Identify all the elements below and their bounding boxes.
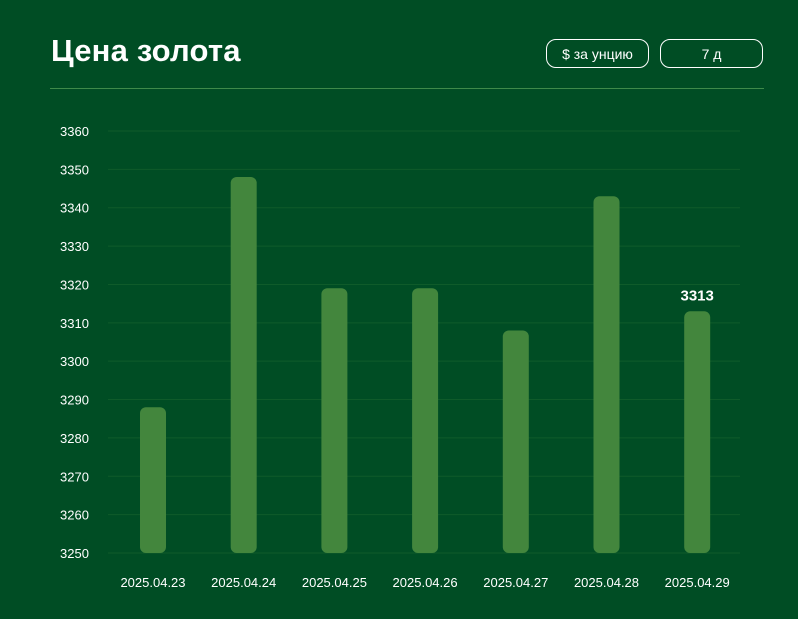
bar (502, 330, 529, 553)
bar (412, 288, 439, 553)
x-tick-label: 2025.04.27 (483, 575, 548, 590)
y-tick-label: 3280 (60, 431, 89, 446)
y-tick-label: 3320 (60, 277, 89, 292)
unit-button[interactable]: $ за унцию (546, 39, 649, 68)
y-tick-label: 3330 (60, 239, 89, 254)
bar (230, 177, 257, 553)
x-tick-label: 2025.04.28 (574, 575, 639, 590)
bar (593, 196, 620, 553)
x-tick-label: 2025.04.24 (211, 575, 276, 590)
y-tick-label: 3360 (60, 124, 89, 139)
bar (140, 407, 166, 553)
x-tick-label: 2025.04.26 (393, 575, 458, 590)
y-tick-label: 3350 (60, 162, 89, 177)
bar (321, 288, 348, 553)
y-tick-label: 3250 (60, 546, 89, 561)
y-tick-label: 3310 (60, 316, 89, 331)
range-button[interactable]: 7 д (660, 39, 763, 68)
y-tick-label: 3260 (60, 508, 89, 523)
x-tick-label: 2025.04.29 (665, 575, 730, 590)
x-tick-label: 2025.04.25 (302, 575, 367, 590)
y-tick-label: 3270 (60, 469, 89, 484)
y-tick-label: 3300 (60, 354, 89, 369)
page-title: Цена золота (51, 33, 241, 68)
value-label: 3313 (681, 287, 714, 304)
x-tick-label: 2025.04.23 (120, 575, 185, 590)
bar (684, 311, 711, 553)
header-divider (50, 88, 764, 89)
y-tick-label: 3340 (60, 201, 89, 216)
y-tick-label: 3290 (60, 393, 89, 408)
